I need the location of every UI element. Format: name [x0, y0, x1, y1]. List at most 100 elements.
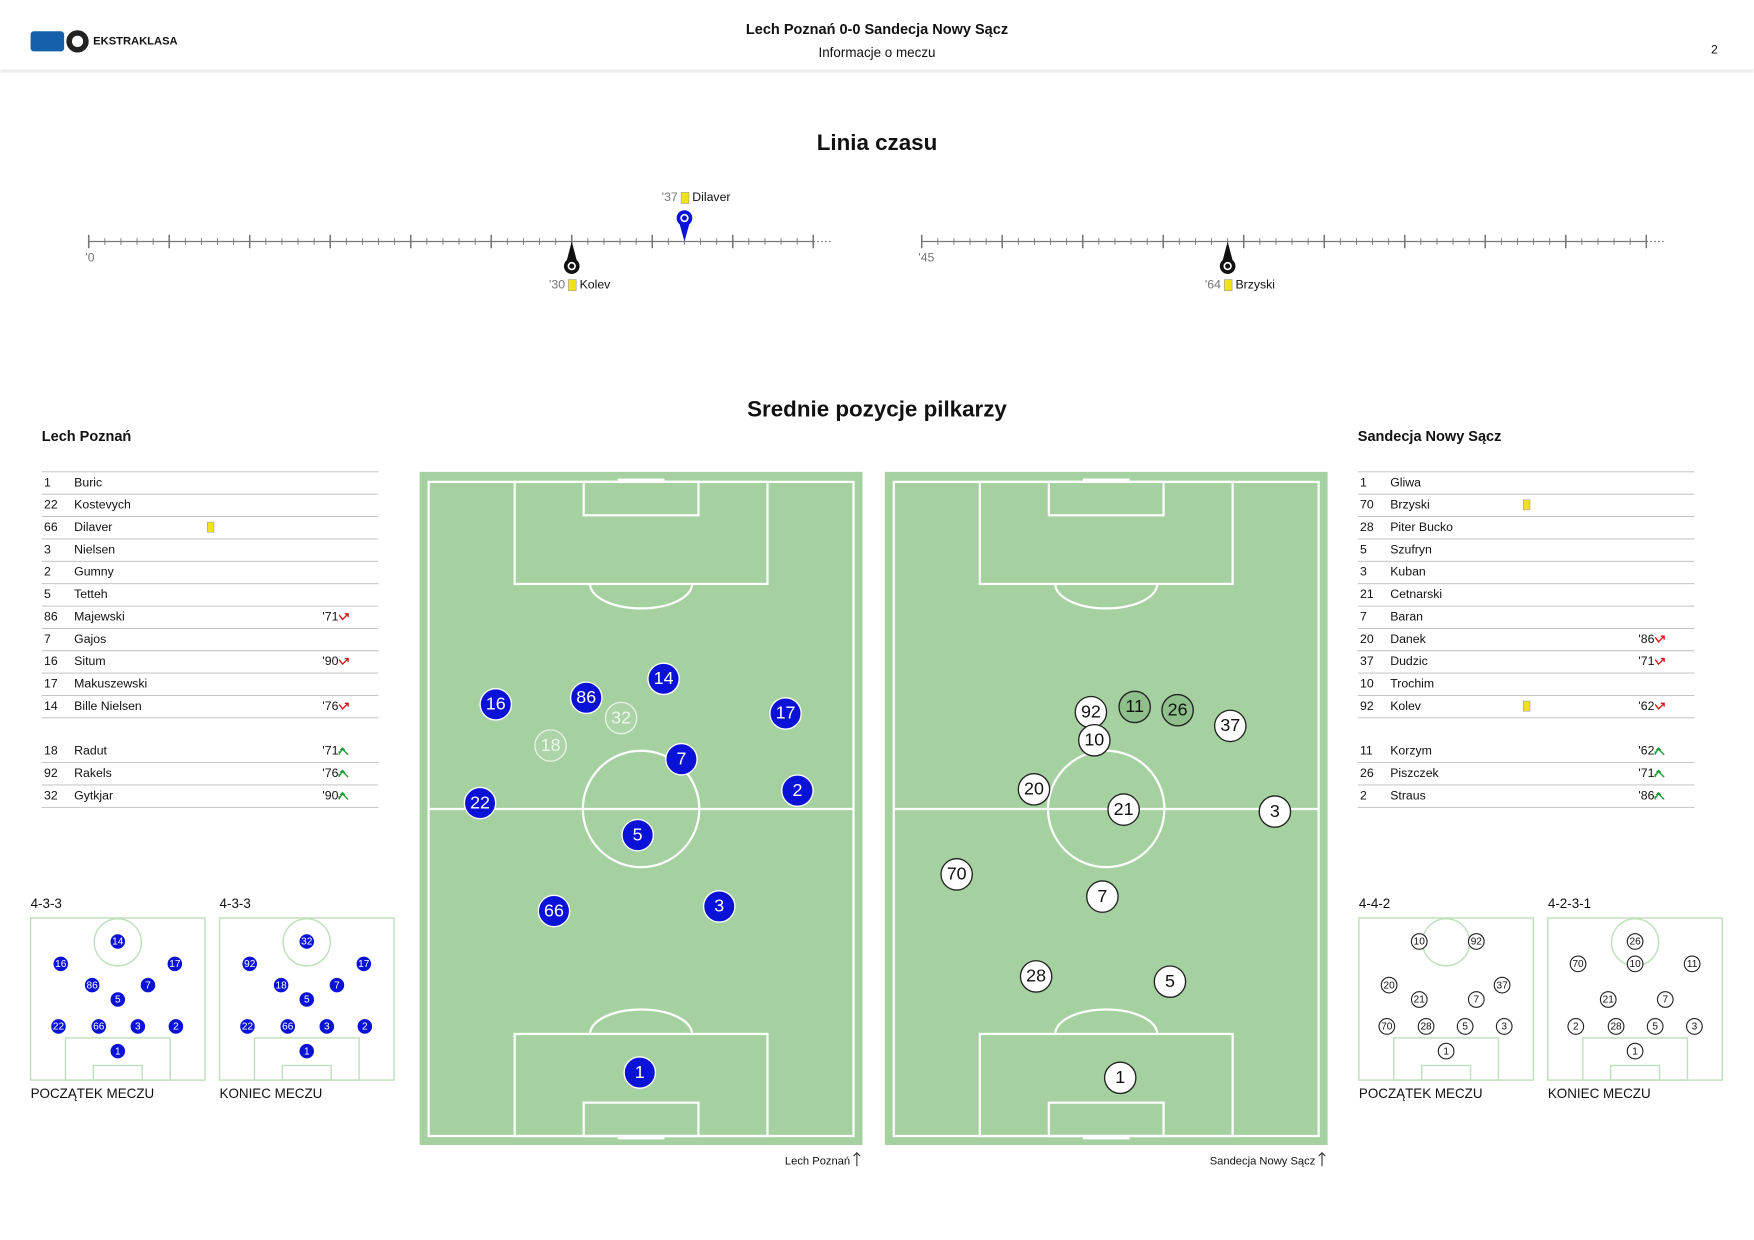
goal: [617, 1136, 665, 1140]
player-marker: [647, 662, 680, 696]
player-name: Gumny: [74, 565, 114, 579]
formation-name: 4-2-3-1: [1548, 896, 1591, 911]
sub-off-arrow: [338, 702, 349, 710]
player-marker: [52, 955, 70, 973]
shirt-number: 11: [1360, 744, 1373, 758]
shirt-number: 92: [1360, 699, 1374, 713]
player-number: 3: [1270, 801, 1280, 821]
player-number: 92: [1471, 937, 1483, 948]
player-number: 17: [776, 703, 796, 723]
player-number: 7: [145, 980, 151, 991]
shirt-number: 3: [1360, 565, 1367, 579]
sub-on-arrow: [338, 791, 349, 800]
shirt-number: 16: [44, 654, 58, 668]
player-number: 7: [1097, 886, 1107, 906]
player-number: 70: [1381, 1022, 1393, 1033]
player-number: 3: [1501, 1022, 1507, 1033]
player-marker: [623, 1056, 657, 1089]
shirt-number: 22: [44, 498, 58, 512]
player-marker: [318, 1018, 336, 1035]
sub-off-arrow: [1654, 702, 1665, 710]
player-name: Danek: [1390, 632, 1426, 646]
shirt-number: 5: [44, 587, 51, 601]
sub-player-marker: [604, 701, 638, 735]
player-number: 28: [1420, 1022, 1432, 1033]
player-number: 92: [244, 959, 256, 970]
timeline-title: Linia czasu: [817, 130, 938, 155]
player-marker: [1467, 933, 1485, 950]
center-circle: [282, 918, 332, 967]
event-pin-hole: [567, 261, 576, 271]
player-marker: [1417, 1018, 1435, 1035]
shirt-number: 37: [1360, 654, 1374, 668]
shirt-number: 14: [44, 699, 58, 713]
player-name: Dilaver: [74, 520, 112, 534]
player-number: 1: [304, 1046, 310, 1057]
player-number: 70: [1572, 959, 1584, 970]
player-marker: [1626, 1042, 1644, 1060]
event-minute: '37: [662, 190, 678, 204]
player-number: 10: [1414, 937, 1426, 948]
player-name: Szufryn: [1390, 542, 1432, 556]
player-marker: [129, 1018, 147, 1035]
sub-off-arrow: [338, 657, 349, 666]
penalty-arc: [588, 1008, 694, 1035]
player-name: Kuban: [1390, 565, 1426, 579]
center-circle: [581, 749, 701, 869]
attack-direction-arrow: [853, 1151, 861, 1167]
player-number: 66: [93, 1022, 105, 1033]
player-marker: [1569, 955, 1587, 973]
player-number: 16: [486, 694, 506, 714]
player-number: 10: [1629, 959, 1641, 970]
player-marker: [109, 933, 127, 950]
player-number: 11: [1687, 959, 1698, 970]
player-number: 5: [633, 824, 643, 844]
player-name: Korzym: [1390, 744, 1432, 758]
goal: [1082, 1136, 1130, 1140]
player-number: 20: [1024, 779, 1044, 799]
player-number: 5: [1165, 971, 1175, 991]
yellow-card-icon: [1522, 499, 1531, 511]
player-number: 70: [947, 864, 967, 884]
logo-text: EKSTRAKLASA: [93, 35, 177, 47]
player-marker: [1410, 933, 1428, 950]
player-marker: [167, 1018, 185, 1035]
player-number: 37: [1497, 980, 1509, 991]
player-name: Trochim: [1390, 677, 1434, 691]
player-marker: [1495, 1018, 1513, 1035]
player-marker: [769, 697, 802, 730]
player-marker: [279, 1018, 297, 1035]
player-marker: [109, 1042, 127, 1060]
player-marker: [328, 976, 346, 994]
player-name: Tetteh: [74, 587, 108, 601]
player-number: 7: [334, 980, 340, 991]
shirt-number: 66: [44, 520, 58, 534]
formation-phase: KONIEC MECZU: [1548, 1086, 1651, 1101]
shirt-number: 70: [1360, 498, 1374, 512]
goal-area: [1420, 1064, 1472, 1081]
sub-minute: '76: [322, 699, 338, 713]
player-number: 2: [1573, 1022, 1579, 1033]
player-number: 28: [1610, 1022, 1622, 1033]
event-player: Dilaver: [692, 190, 730, 204]
shirt-number: 18: [44, 744, 58, 758]
player-name: Nielsen: [74, 542, 115, 556]
event-pin-stem: [1222, 241, 1234, 263]
player-marker: [1686, 1018, 1703, 1035]
player-number: 66: [282, 1022, 294, 1033]
header-bar: [0, 0, 1754, 70]
player-marker: [83, 976, 101, 994]
player-marker: [1017, 773, 1051, 806]
formation-phase: KONIEC MECZU: [220, 1086, 323, 1101]
player-marker: [298, 933, 316, 950]
shirt-number: 26: [1360, 766, 1374, 780]
shirt-number: 3: [44, 542, 51, 556]
player-marker: [1626, 955, 1644, 973]
header-shadow: [0, 69, 1754, 73]
player-marker: [1437, 1042, 1455, 1060]
sub-off-arrow: [338, 613, 349, 621]
team-name: Sandecja Nowy Sącz: [1358, 429, 1502, 445]
player-marker: [1656, 991, 1674, 1008]
player-number: 26: [1168, 699, 1188, 719]
